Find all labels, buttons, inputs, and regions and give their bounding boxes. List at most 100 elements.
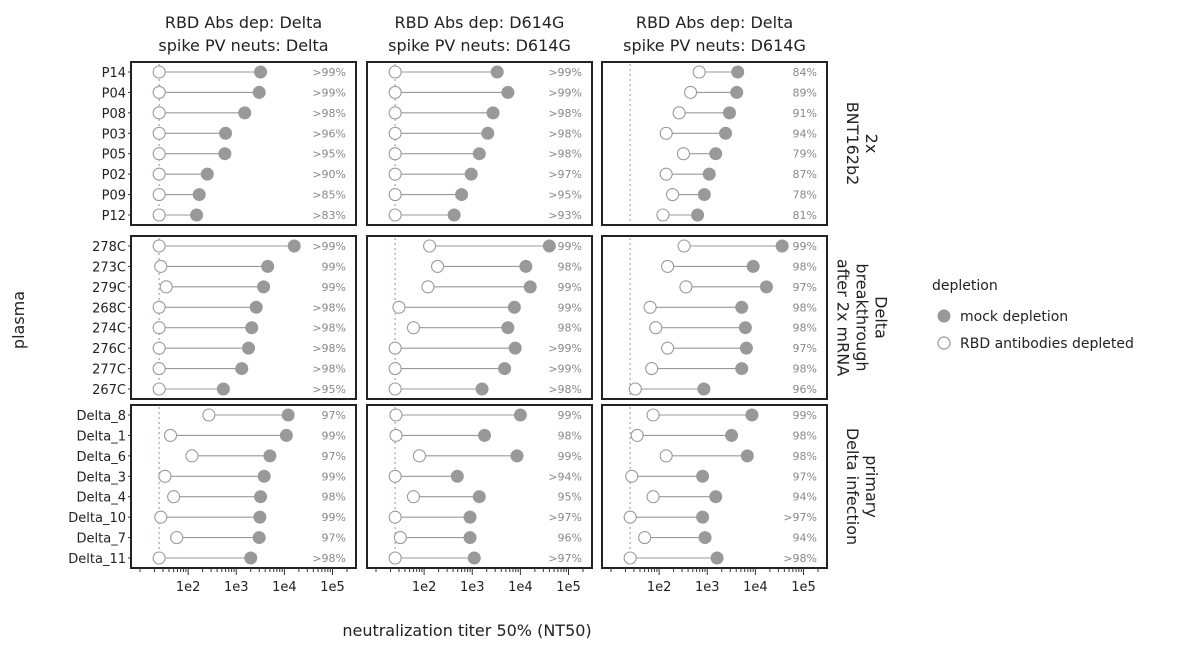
percent-reduction-label: 98% [322, 491, 346, 504]
rbd-depleted-point [656, 208, 670, 222]
rbd-depleted-point [392, 300, 406, 314]
rbd-depleted-point [388, 106, 402, 120]
panel-frame [366, 235, 593, 400]
mock-depletion-point [696, 469, 710, 483]
mock-depletion-point [219, 126, 233, 140]
rbd-depleted-point [646, 408, 660, 422]
serum-label: P08 [102, 107, 126, 122]
serum-label: P14 [102, 66, 126, 81]
percent-reduction-label: 98% [793, 450, 817, 463]
serum-label: Delta_4 [77, 491, 126, 506]
mock-depletion-point [490, 65, 504, 79]
rbd-depleted-point [152, 321, 166, 335]
percent-reduction-label: 81% [793, 209, 817, 222]
rbd-depleted-point [152, 147, 166, 161]
rbd-depleted-point [152, 85, 166, 99]
percent-reduction-label: 99% [558, 281, 582, 294]
mock-depletion-point [472, 490, 486, 504]
percent-reduction-label: >99% [548, 342, 582, 355]
serum-label: Delta_10 [68, 511, 126, 526]
percent-reduction-label: >85% [312, 189, 346, 202]
rbd-depleted-point [643, 300, 657, 314]
percent-reduction-label: 97% [322, 450, 346, 463]
mock-depletion-point [253, 510, 267, 524]
x-tick-label: 1e2 [412, 580, 437, 595]
mock-depletion-point [254, 490, 268, 504]
mock-depletion-point [257, 280, 271, 294]
serum-label: Delta_3 [77, 470, 126, 485]
percent-reduction-label: 99% [558, 301, 582, 314]
mock-depletion-point [696, 510, 710, 524]
mock-depletion-point [245, 321, 259, 335]
percent-reduction-label: 98% [558, 429, 582, 442]
mock-depletion-point [218, 147, 232, 161]
percent-reduction-label: 99% [322, 260, 346, 273]
rbd-depleted-point [152, 300, 166, 314]
rbd-depleted-point [630, 428, 644, 442]
percent-reduction-label: >95% [312, 383, 346, 396]
panel-frame [130, 61, 357, 226]
rbd-depleted-point [388, 65, 402, 79]
serum-label: P04 [102, 86, 126, 101]
rbd-depleted-point [388, 510, 402, 524]
mock-depletion-point [723, 106, 737, 120]
panel: >99% >99% >98% >98% >98% >97% >95% >93% [366, 61, 593, 226]
rbd-depleted-point [152, 551, 166, 565]
rbd-depleted-point [661, 259, 675, 273]
serum-label: Delta_1 [77, 429, 126, 444]
mock-depletion-point [464, 167, 478, 181]
rbd-depleted-point [406, 490, 421, 504]
rbd-depleted-point [163, 428, 178, 442]
mock-depletion-point [216, 382, 230, 396]
row-title-line: Delta infection [843, 428, 862, 545]
percent-reduction-label: >99% [548, 66, 582, 79]
panel-frame [601, 235, 828, 400]
percent-reduction-label: >98% [312, 322, 346, 335]
mock-depletion-point [542, 239, 556, 253]
x-tick-label: 1e2 [647, 580, 672, 595]
mock-depletion-point [238, 106, 252, 120]
panel: 99% 98% 99% 99% 98% >99% >99% >98% [366, 235, 593, 400]
percent-reduction-label: 97% [793, 342, 817, 355]
rbd-depleted-point [152, 188, 166, 202]
mock-depletion-point [252, 85, 266, 99]
mock-depletion-point [455, 188, 469, 202]
mock-depletion-point [739, 341, 753, 355]
mock-depletion-point [507, 300, 521, 314]
serum-label: Delta_6 [77, 450, 126, 465]
mock-depletion-point [450, 469, 464, 483]
x-tick-label: 1e4 [743, 580, 768, 595]
legend-label-mock: mock depletion [960, 309, 1068, 325]
percent-reduction-label: 99% [558, 450, 582, 463]
percent-reduction-label: 98% [793, 429, 817, 442]
x-tick-label: 1e5 [791, 580, 816, 595]
panel-frame [601, 61, 828, 226]
mock-depletion-point [738, 321, 752, 335]
percent-reduction-label: >98% [312, 552, 346, 565]
serum-label: P05 [102, 148, 126, 163]
column-title-line1: RBD Abs dep: D614G [395, 13, 565, 32]
rbd-depleted-point [388, 167, 402, 181]
x-tick-label: 1e3 [224, 580, 249, 595]
mock-depletion-point [463, 510, 477, 524]
rbd-depleted-point [406, 321, 421, 335]
serum-label: 268C [92, 301, 126, 316]
y-axis-label: plasma [9, 291, 28, 349]
panel: 99% 98% 98% 97% 94% >97% 94% >98% [601, 404, 828, 569]
rbd-depleted-point [623, 551, 637, 565]
rbd-depleted-point [412, 449, 427, 463]
percent-reduction-label: 87% [793, 168, 817, 181]
mock-depletion-point [702, 167, 716, 181]
rbd-depleted-point [388, 208, 402, 222]
serum-label: P09 [102, 189, 126, 204]
percent-reduction-label: 79% [793, 148, 817, 161]
percent-reduction-label: >98% [783, 552, 817, 565]
percent-reduction-label: >83% [312, 209, 346, 222]
mock-depletion-point [745, 408, 759, 422]
rbd-depleted-point [423, 239, 437, 253]
percent-reduction-label: 97% [793, 470, 817, 483]
mock-depletion-point [235, 362, 249, 376]
x-axis-label: neutralization titer 50% (NT50) [342, 621, 591, 640]
rbd-depleted-point [628, 382, 642, 396]
